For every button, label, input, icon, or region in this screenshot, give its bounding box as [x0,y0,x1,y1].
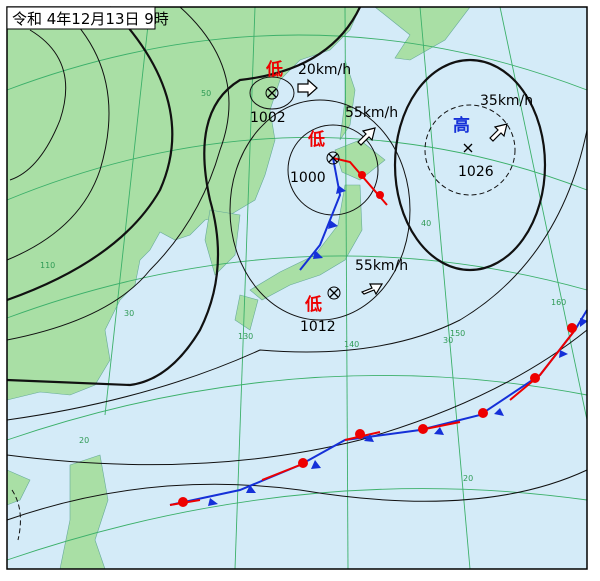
map-area [6,6,587,570]
central-pressure: 1026 [458,164,494,180]
grid-label: 20 [463,474,473,483]
latitude-line [6,136,588,201]
isobar [6,6,110,261]
latitude-line [6,34,588,91]
grid-label: 160 [551,298,566,307]
grid-label: 50 [201,89,211,98]
movement-speed: 20km/h [298,62,351,78]
fronts [169,157,588,507]
movement-arrow [360,283,384,296]
grid-label: 40 [421,219,431,228]
movement-speed: 55km/h [345,105,398,121]
isobar [6,6,230,341]
isobar [393,58,547,272]
latitude-line [6,255,588,319]
isobar [11,489,21,541]
longitude-line [104,6,151,416]
system-symbol: 低 [265,59,283,80]
isobar [6,469,588,521]
isobar [6,329,588,466]
title-box [6,6,156,30]
isobar [249,76,295,110]
center-circle [265,86,279,100]
central-pressure: 1012 [300,319,336,335]
pressure-systems: 低 1002 20km/h 低 1000 55km/h 低 1012 55km/h 高 1026 35… [250,59,533,335]
center-circle [327,286,341,300]
central-pressure: 1002 [250,110,286,126]
system-symbol: 低 [304,294,322,315]
grid-label: 30 [443,336,453,345]
isobar [6,6,174,302]
isobar [424,104,516,196]
grid-label: 30 [124,309,134,318]
center-cross [329,288,339,298]
isobar [9,29,67,181]
grid-label: 150 [450,329,465,338]
system-symbol: 高 [453,115,470,136]
graticule [6,6,588,570]
movement-arrow [297,78,318,98]
kyushu [234,294,259,331]
front-semicircles [178,171,577,507]
longitude-line [499,6,588,421]
honshu [249,184,363,301]
grid-label: 110 [40,261,55,270]
isobar [229,99,411,321]
center-cross [267,88,277,98]
longitude-line [234,6,256,570]
center-cross [463,143,473,153]
sakhalin [339,59,356,141]
hokkaido [334,139,386,181]
movement-arrow [489,123,508,142]
movement-arrow [357,127,376,146]
system-symbol: 低 [307,129,325,150]
isobar [6,6,361,387]
grid-label: 20 [79,436,89,445]
longitude-line [344,6,349,570]
title: 令和 4年12月13日 9時 [12,10,169,28]
center-circle [326,151,340,165]
movement-speed: 35km/h [480,93,533,109]
grid-label: 130 [238,332,253,341]
continent [6,6,361,401]
movement-speed: 55km/h [355,258,408,274]
grid-label: 140 [344,340,359,349]
grid-labels: 50 40 30 30 20 20 110 130 140 150 160 [40,89,566,483]
south-islands [59,454,109,570]
map-frame [6,6,588,570]
center-cross [328,153,338,163]
isobar [6,129,588,421]
central-pressure: 1000 [290,170,326,186]
isobars [6,6,588,541]
longitude-line [419,6,471,570]
latitude-line [6,488,588,561]
